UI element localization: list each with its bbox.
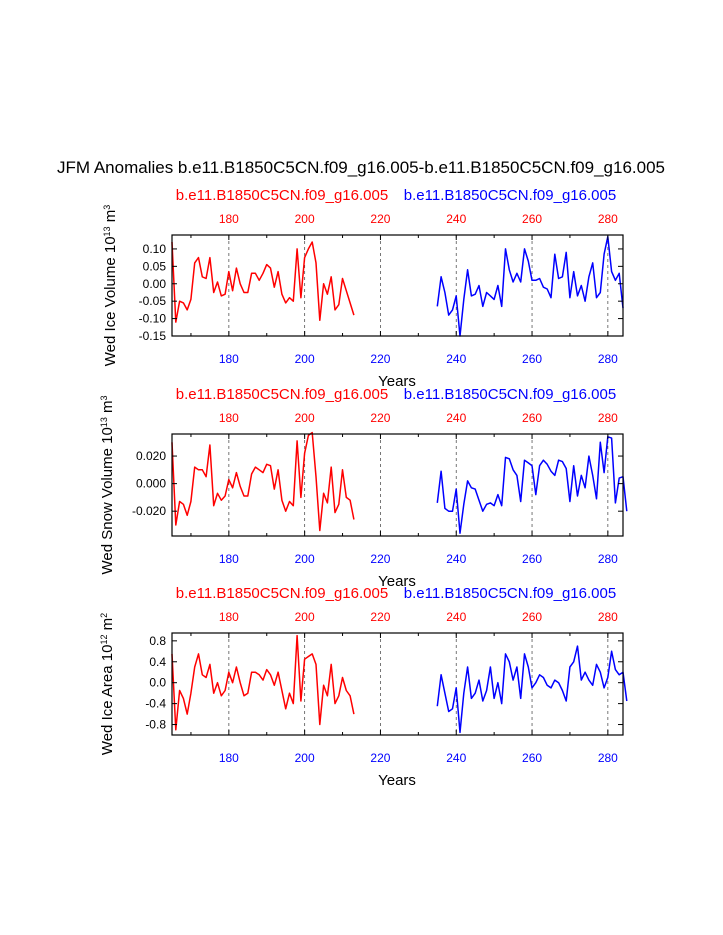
y-axis-label: Wed Ice Area 1012 m2 [99,613,116,755]
top-tick-label: 200 [295,610,315,624]
y-tick-label: 0.0 [149,676,166,690]
panel-3: b.e11.B1850C5CN.f09_g16.005 b.e11.B1850C5… [99,585,628,789]
y-axis-unit-exponent: 13 [99,417,109,427]
bottom-tick-label: 200 [295,352,315,366]
series-line-blue [436,235,624,337]
y-axis-unit-exponent: 13 [102,226,112,236]
y-axis-unit: 10 [102,236,119,253]
series-line-red [171,634,355,731]
plot-frame [171,632,624,736]
top-tick-label: 220 [370,411,390,425]
top-tick-label: 180 [219,411,239,425]
y-tick-label: -0.05 [139,294,167,308]
y-axis-unit-m: m [99,401,116,418]
y-axis-label: Wed Ice Volume 1013 m3 [102,205,119,367]
bottom-tick-label: 280 [598,751,618,765]
panel-title-blue: b.e11.B1850C5CN.f09_g16.005 [404,386,616,403]
y-axis-label: Wed Snow Volume 1013 m3 [99,395,116,574]
y-axis-label-text: Wed Snow Volume [99,444,116,575]
series-line-blue [436,436,628,534]
y-axis-unit-exponent: 12 [99,635,109,645]
bottom-tick-label: 220 [370,352,390,366]
top-tick-label: 200 [295,411,315,425]
top-tick-label: 220 [370,610,390,624]
y-tick-label: 0.10 [143,242,167,256]
panel-title-red: b.e11.B1850C5CN.f09_g16.005 [176,187,388,204]
y-tick-label: 0.05 [143,259,167,273]
top-tick-label: 240 [446,610,466,624]
figure-title: JFM Anomalies b.e11.B1850C5CN.f09_g16.00… [57,158,665,177]
y-tick-label: 0.020 [136,449,166,463]
top-tick-label: 180 [219,212,239,226]
series-line-red [171,431,355,532]
y-tick-label: 0.4 [149,655,166,669]
y-tick-label: -0.10 [139,312,167,326]
top-tick-label: 240 [446,212,466,226]
series-line-red [171,241,355,323]
bottom-tick-label: 240 [446,552,466,566]
bottom-tick-label: 180 [219,552,239,566]
bottom-tick-label: 240 [446,751,466,765]
y-axis-unit: 10 [99,645,116,662]
panel-title-blue: b.e11.B1850C5CN.f09_g16.005 [404,585,616,602]
panel-2: b.e11.B1850C5CN.f09_g16.005 b.e11.B1850C5… [99,386,628,590]
top-tick-label: 280 [598,610,618,624]
panel-title-blue: b.e11.B1850C5CN.f09_g16.005 [404,187,616,204]
x-axis-label: Years [378,573,416,590]
y-axis-unit-m: m [99,618,116,635]
y-tick-label: -0.15 [139,329,167,343]
panel-title-red: b.e11.B1850C5CN.f09_g16.005 [176,386,388,403]
bottom-tick-label: 180 [219,352,239,366]
top-tick-label: 260 [522,212,542,226]
y-tick-label: 0.8 [149,634,166,648]
bottom-tick-label: 220 [370,552,390,566]
y-axis-unit-m-exponent: 3 [102,205,112,210]
series-line-blue [436,645,628,734]
bottom-tick-label: 260 [522,751,542,765]
y-axis-label-text: Wed Ice Volume [102,253,119,366]
bottom-tick-label: 200 [295,552,315,566]
bottom-tick-label: 220 [370,751,390,765]
top-tick-label: 220 [370,212,390,226]
top-tick-label: 240 [446,411,466,425]
bottom-tick-label: 260 [522,352,542,366]
bottom-tick-label: 180 [219,751,239,765]
top-tick-label: 180 [219,610,239,624]
y-tick-label: 0.000 [136,477,166,491]
y-tick-label: 0.00 [143,277,167,291]
y-tick-label: -0.020 [132,504,166,518]
panel-title-red: b.e11.B1850C5CN.f09_g16.005 [176,585,388,602]
y-axis-label-text: Wed Ice Area [99,661,116,755]
top-tick-label: 260 [522,610,542,624]
bottom-tick-label: 280 [598,552,618,566]
top-tick-label: 280 [598,212,618,226]
top-tick-label: 200 [295,212,315,226]
panel-1: b.e11.B1850C5CN.f09_g16.005 b.e11.B1850C5… [102,187,624,390]
bottom-tick-label: 200 [295,751,315,765]
plot-frame [171,433,624,537]
top-tick-label: 260 [522,411,542,425]
x-axis-label: Years [378,373,416,390]
y-axis-unit-m: m [102,210,119,227]
x-axis-label: Years [378,772,416,789]
y-tick-label: -0.4 [145,697,166,711]
plot-frame [171,234,624,337]
bottom-tick-label: 240 [446,352,466,366]
top-tick-label: 280 [598,411,618,425]
y-axis-unit: 10 [99,427,116,444]
y-axis-unit-m-exponent: 3 [99,395,109,400]
bottom-tick-label: 260 [522,552,542,566]
y-axis-unit-m-exponent: 2 [99,613,109,618]
y-tick-label: -0.8 [145,718,166,732]
bottom-tick-label: 280 [598,352,618,366]
